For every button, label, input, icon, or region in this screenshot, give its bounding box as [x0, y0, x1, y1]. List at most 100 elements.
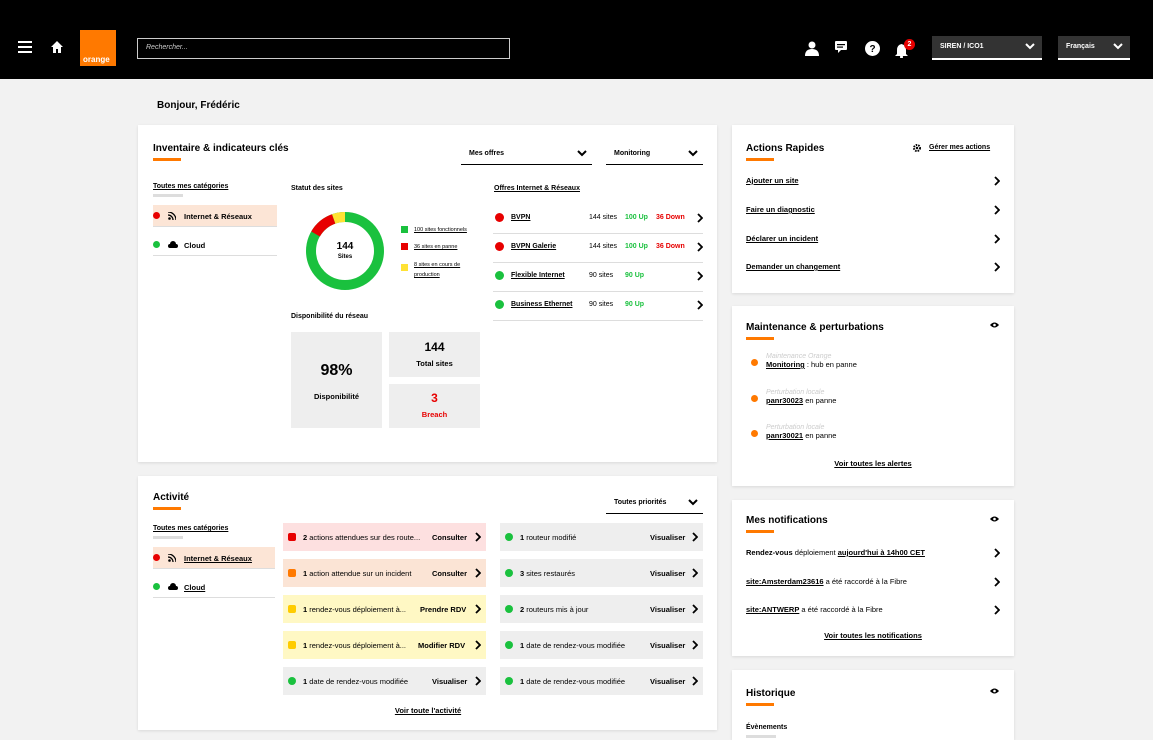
manage-actions-link[interactable]: Gérer mes actions: [929, 144, 991, 151]
activity-action[interactable]: Visualiser: [650, 569, 686, 578]
maintenance-link[interactable]: panr30021: [766, 431, 804, 440]
language-select[interactable]: Français: [1058, 36, 1130, 60]
category-internet[interactable]: Internet & Réseaux: [153, 547, 275, 569]
quick-action-item[interactable]: Déclarer un incident: [746, 234, 1000, 246]
all-categories-link[interactable]: Toutes mes catégories: [153, 183, 229, 190]
maintenance-item: Perturbation locale panr30021 en panne: [766, 424, 836, 440]
see-all-activity-link[interactable]: Voir toute l'activité: [394, 706, 462, 715]
status-dot-green: [153, 583, 160, 590]
home-icon[interactable]: [50, 40, 64, 54]
activity-item[interactable]: 1 date de rendez-vous modifiée Visualiser: [283, 667, 486, 695]
offer-name[interactable]: Flexible Internet: [511, 272, 565, 279]
legend-production[interactable]: 8 sites en cours de production: [414, 262, 461, 278]
orange-logo[interactable]: orange: [80, 30, 116, 66]
activity-item[interactable]: 1 rendez-vous déploiement à... Prendre RD…: [283, 595, 486, 623]
offer-row[interactable]: Business Ethernet 90 sites 90 Up: [493, 293, 703, 321]
offer-row[interactable]: BVPN Galerie 144 sites 100 Up 36 Down: [493, 235, 703, 263]
category-cloud[interactable]: Cloud: [153, 234, 277, 256]
quick-action-item[interactable]: Ajouter un site: [746, 176, 1000, 188]
chevron-right-icon: [692, 568, 698, 578]
maintenance-link[interactable]: panr30023: [766, 396, 804, 405]
events-tab[interactable]: Évènements: [746, 724, 788, 731]
offer-name[interactable]: BVPN Galerie: [511, 243, 557, 250]
search-input[interactable]: Rechercher...: [137, 38, 510, 59]
eye-icon[interactable]: [990, 688, 999, 694]
chat-icon[interactable]: [835, 41, 850, 55]
legend-down[interactable]: 36 sites en panne: [414, 244, 458, 250]
offer-row[interactable]: Flexible Internet 90 sites 90 Up: [493, 264, 703, 292]
monitoring-dropdown[interactable]: Monitoring: [606, 143, 703, 165]
activity-item[interactable]: 1 action attendue sur un incident Consult…: [283, 559, 486, 587]
offer-sites: 144 sites: [589, 214, 618, 221]
legend-ok[interactable]: 100 sites fonctionnels: [414, 227, 467, 233]
offer-name[interactable]: BVPN: [511, 214, 531, 221]
notification-link[interactable]: aujourd'hui à 14h00 CET: [837, 548, 925, 557]
maintenance-card: [732, 306, 1014, 486]
category-cloud[interactable]: Cloud: [153, 576, 275, 598]
activity-action[interactable]: Modifier RDV: [418, 641, 466, 650]
activity-item[interactable]: 2 routeurs mis à jour Visualiser: [500, 595, 703, 623]
category-internet-label: Internet & Réseaux: [184, 212, 252, 221]
chevron-down-icon: [688, 499, 698, 506]
breach-kpi[interactable]: 3 Breach: [389, 384, 480, 428]
activity-action[interactable]: Prendre RDV: [420, 605, 467, 614]
availability-value: 98%: [320, 362, 353, 379]
activity-text: routeur modifié: [526, 533, 577, 542]
offer-name[interactable]: Business Ethernet: [511, 301, 573, 308]
offers-title[interactable]: Offres Internet & Réseaux: [494, 185, 580, 192]
activity-item[interactable]: 1 date de rendez-vous modifiée Visualiser: [500, 667, 703, 695]
maintenance-link[interactable]: Monitoring: [766, 360, 805, 369]
notification-link[interactable]: site:Amsterdam23616: [746, 577, 824, 586]
notification-item[interactable]: site:ANTWERP a été raccordé à la Fibre: [746, 605, 1000, 617]
activity-action[interactable]: Visualiser: [650, 605, 686, 614]
monitoring-dropdown-label: Monitoring: [614, 150, 651, 157]
priority-dropdown[interactable]: Toutes priorités: [606, 492, 703, 514]
chevron-right-icon: [697, 300, 703, 310]
check-icon: [505, 641, 513, 649]
eye-icon[interactable]: [990, 322, 999, 328]
availability-kpi: 98% Disponibilité: [291, 332, 382, 428]
activity-item[interactable]: 2 actions attendues sur des route... Cons…: [283, 523, 486, 551]
availability-label: Disponibilité: [314, 392, 359, 401]
activity-action[interactable]: Visualiser: [650, 641, 686, 650]
help-icon[interactable]: ?: [865, 41, 880, 56]
notification-text: a été raccordé à la Fibre: [823, 577, 907, 586]
notification-item[interactable]: site:Amsterdam23616 a été raccordé à la …: [746, 577, 1000, 589]
menu-icon[interactable]: [18, 41, 32, 53]
user-icon[interactable]: [805, 41, 819, 56]
chevron-right-icon: [994, 577, 1000, 587]
activity-item[interactable]: 1 date de rendez-vous modifiée Visualiser: [500, 631, 703, 659]
see-all-alerts-link[interactable]: Voir toutes les alertes: [834, 459, 912, 468]
activity-action[interactable]: Visualiser: [432, 677, 468, 686]
activity-text: sites restaurés: [526, 569, 576, 578]
activity-count: 3: [520, 569, 525, 578]
activity-action[interactable]: Visualiser: [650, 677, 686, 686]
offer-row[interactable]: BVPN 144 sites 100 Up 36 Down: [493, 206, 703, 234]
eye-icon[interactable]: [990, 516, 999, 522]
quick-action-item[interactable]: Demander un changement: [746, 262, 1000, 274]
quick-action-item[interactable]: Faire un diagnostic: [746, 205, 1000, 217]
activity-title: Activité: [153, 492, 190, 503]
all-categories-link[interactable]: Toutes mes catégories: [153, 525, 229, 532]
maintenance-text: en panne: [803, 396, 837, 405]
offers-dropdown[interactable]: Mes offres: [461, 143, 592, 165]
maintenance-type: Perturbation locale: [766, 389, 825, 396]
account-select[interactable]: SIREN / ICO1: [932, 36, 1042, 60]
notification-link[interactable]: site:ANTWERP: [746, 605, 800, 614]
notification-item[interactable]: Rendez-vous déploiement aujourd'hui à 14…: [746, 548, 1000, 560]
activity-action[interactable]: Consulter: [432, 569, 468, 578]
activity-action[interactable]: Visualiser: [650, 533, 686, 542]
activity-item[interactable]: 3 sites restaurés Visualiser: [500, 559, 703, 587]
activity-count: 1: [303, 677, 308, 686]
chevron-right-icon: [692, 604, 698, 614]
activity-item[interactable]: 1 routeur modifié Visualiser: [500, 523, 703, 551]
activity-action[interactable]: Consulter: [432, 533, 468, 542]
category-internet[interactable]: Internet & Réseaux: [153, 205, 277, 227]
title-underline: [746, 158, 774, 161]
see-all-notifications-link[interactable]: Voir toutes les notifications: [824, 631, 922, 640]
maintenance-item: Maintenance Orange Monitoring : hub en pa…: [766, 353, 857, 369]
language-label: Français: [1066, 43, 1095, 50]
activity-item[interactable]: 1 rendez-vous déploiement à... Modifier R…: [283, 631, 486, 659]
title-underline: [746, 530, 774, 533]
account-label: SIREN / ICO1: [940, 43, 984, 50]
